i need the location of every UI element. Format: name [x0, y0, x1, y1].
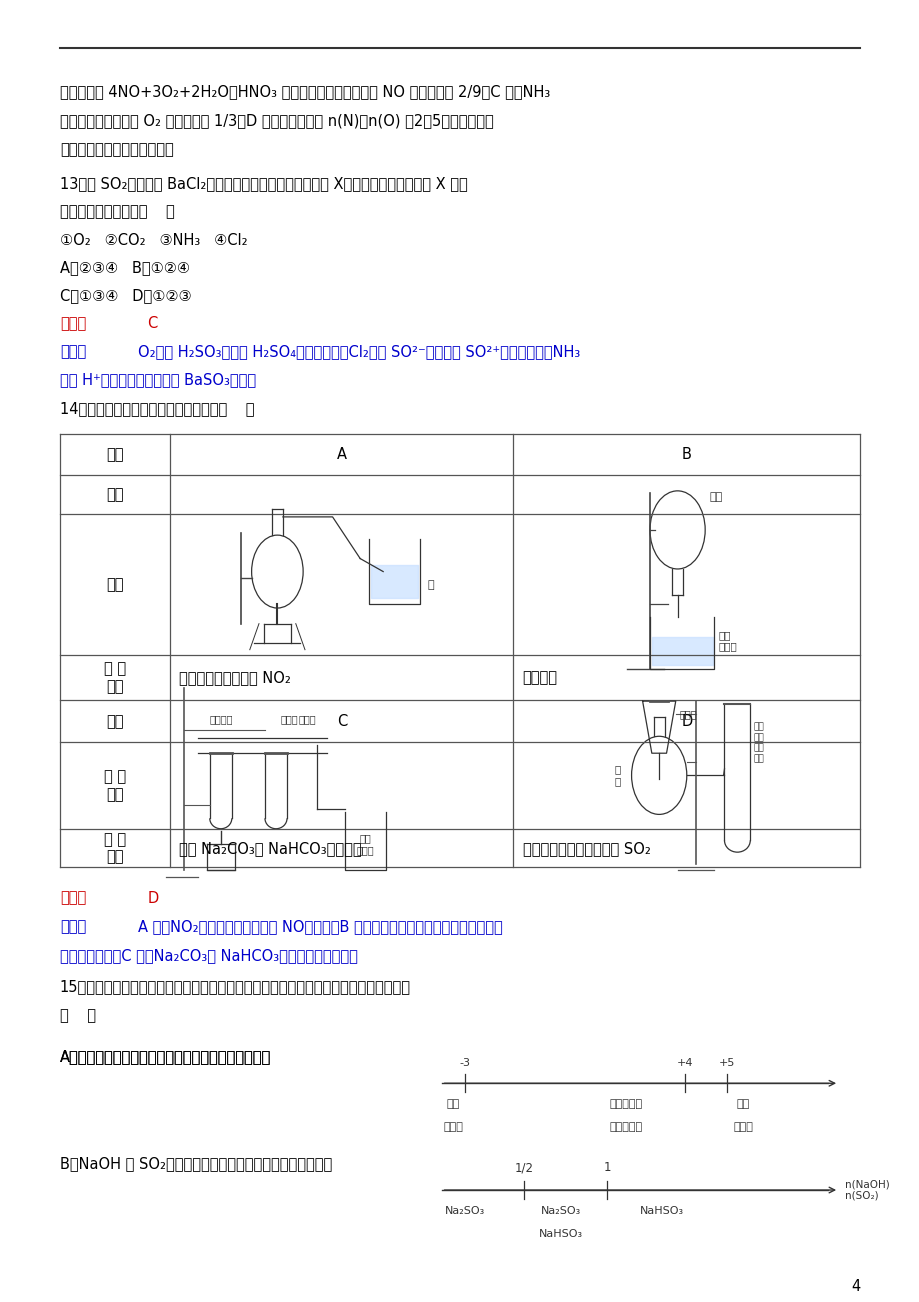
Text: -3: -3: [459, 1057, 470, 1068]
Text: 棉花团: 棉花团: [299, 715, 316, 724]
Text: 4: 4: [850, 1279, 859, 1294]
Text: C．①③④   D．①②③: C．①③④ D．①②③: [60, 288, 191, 303]
Text: 13．将 SO₂气体通入 BaCl₂溶液无沉淀生成。若再通入气体 X，有沉淀生成，则气体 X 可能: 13．将 SO₂气体通入 BaCl₂溶液无沉淀生成。若再通入气体 X，有沉淀生成…: [60, 176, 467, 191]
Text: A: A: [336, 447, 346, 462]
Text: Na₂SO₃: Na₂SO₃: [540, 1206, 581, 1216]
Text: 酸性
高锰
酸钾
溶液: 酸性 高锰 酸钾 溶液: [754, 723, 764, 763]
Text: 14．下述实验方案能达到实验目的的是（    ）: 14．下述实验方案能达到实验目的的是（ ）: [60, 401, 254, 417]
Text: 解析：: 解析：: [60, 344, 86, 359]
Text: D: D: [147, 891, 158, 906]
Text: 1: 1: [603, 1161, 610, 1174]
Text: 编号: 编号: [106, 713, 124, 729]
Text: +5: +5: [718, 1057, 734, 1068]
Text: 全部溶于水，剩余的 O₂ 为原体积的 1/3；D 项，混合气体中 n(N)：n(O) ＝2：5，则最后气体: 全部溶于水，剩余的 O₂ 为原体积的 1/3；D 项，混合气体中 n(N)：n(…: [60, 113, 493, 129]
Text: 1/2: 1/2: [515, 1161, 533, 1174]
Text: 实验: 实验: [106, 487, 124, 503]
Text: 氯气: 氯气: [709, 492, 722, 503]
Text: 解析：: 解析：: [60, 919, 86, 935]
Text: 实 验
目的: 实 验 目的: [104, 661, 126, 694]
Text: A．化合物中氮的化合价与其氧化性、还原性的关系：: A．化合物中氮的化合价与其氧化性、还原性的关系：: [60, 1049, 271, 1065]
Text: （    ）: （ ）: [60, 1008, 96, 1023]
Text: 方案: 方案: [106, 577, 124, 592]
Text: Na₂SO₃: Na₂SO₃: [444, 1206, 484, 1216]
Text: 答案：: 答案：: [60, 316, 86, 332]
Text: B: B: [681, 447, 691, 462]
Text: 是下列四种气体中的（    ）: 是下列四种气体中的（ ）: [60, 204, 175, 220]
Text: +4: +4: [676, 1057, 693, 1068]
Text: 水: 水: [427, 579, 434, 590]
Text: 压强差，错误；C 项，Na₂CO₃和 NaHCO₃的位置颠倒，错误。: 压强差，错误；C 项，Na₂CO₃和 NaHCO₃的位置颠倒，错误。: [60, 948, 357, 963]
Text: 碳酸钠: 碳酸钠: [280, 715, 298, 724]
Text: D: D: [680, 713, 692, 729]
Text: 答案：: 答案：: [60, 891, 86, 906]
Text: A．②③④   B．①②④: A．②③④ B．①②④: [60, 260, 189, 276]
Text: ①O₂   ②CO₂   ③NH₃   ④Cl₂: ①O₂ ②CO₂ ③NH₃ ④Cl₂: [60, 233, 247, 249]
Text: 恰好全部反应，无气体剩余。: 恰好全部反应，无气体剩余。: [60, 142, 174, 158]
Text: C: C: [147, 316, 157, 332]
Text: 项，由反应 4NO+3O₂+2H₂O⏴HNO₃ 可知，充分反应后剩余的 NO 为原体积的 2/9；C 项，NH₃: 项，由反应 4NO+3O₂+2H₂O⏴HNO₃ 可知，充分反应后剩余的 NO 为…: [60, 85, 550, 100]
Text: 澄清
石灰水: 澄清 石灰水: [357, 833, 374, 855]
Text: 还原性: 还原性: [443, 1122, 463, 1133]
Text: A 项，NO₂会和水发生反应生成 NO，错误；B 项，氯气不溶于饱和食盐水，形成不了: A 项，NO₂会和水发生反应生成 NO，错误；B 项，氯气不溶于饱和食盐水，形成…: [138, 919, 502, 935]
Text: 15．在化学学习中使用数轴的表示方法可起到直观、形象的效果，下列表达中不正确的是: 15．在化学学习中使用数轴的表示方法可起到直观、形象的效果，下列表达中不正确的是: [60, 979, 411, 995]
Text: 氧化性: 氧化性: [732, 1122, 753, 1133]
Text: NaHSO₃: NaHSO₃: [539, 1229, 583, 1240]
Text: 能与 H⁺反应而在溶液中生成 BaSO₃沉淀。: 能与 H⁺反应而在溶液中生成 BaSO₃沉淀。: [60, 372, 255, 388]
Text: 铜与浓硝酸反应制取 NO₂: 铜与浓硝酸反应制取 NO₂: [179, 671, 291, 685]
Text: 只有: 只有: [736, 1099, 749, 1109]
Text: NaHSO₃: NaHSO₃: [640, 1206, 684, 1216]
Text: 实 验
目的: 实 验 目的: [104, 832, 126, 865]
Text: 碳酸氢钠: 碳酸氢钠: [209, 715, 233, 724]
Text: 又有还原性: 又有还原性: [608, 1122, 641, 1133]
Text: O₂能将 H₂SO₃氧化成 H₂SO₄而产生沉淀，Cl₂能将 SO²⁻氧化生成 SO²⁺而产生沉淀；NH₃: O₂能将 H₂SO₃氧化成 H₂SO₄而产生沉淀，Cl₂能将 SO²⁻氧化生成 …: [138, 344, 580, 359]
Text: 既有氧化性: 既有氧化性: [608, 1099, 641, 1109]
Text: 蔗
糖: 蔗 糖: [614, 764, 620, 786]
Text: 蔗糖与浓硫酸反应会产生 SO₂: 蔗糖与浓硫酸反应会产生 SO₂: [522, 841, 650, 855]
Text: 只有: 只有: [447, 1099, 460, 1109]
Text: C: C: [336, 713, 346, 729]
Text: n(NaOH)
n(SO₂): n(NaOH) n(SO₂): [844, 1180, 889, 1200]
Text: 比较 Na₂CO₃和 NaHCO₃的稳定性: 比较 Na₂CO₃和 NaHCO₃的稳定性: [179, 841, 362, 855]
Text: B．NaOH 与 SO₂反应时物质的量之比与含硫的产物的关系：: B．NaOH 与 SO₂反应时物质的量之比与含硫的产物的关系：: [60, 1156, 332, 1172]
Text: 浓硫酸: 浓硫酸: [679, 710, 697, 719]
Text: 喷泉实验: 喷泉实验: [522, 671, 557, 685]
Text: 实 验
方案: 实 验 方案: [104, 769, 126, 802]
Text: A．化合物中氮的化合价与其氧化性、还原性的关系：: A．化合物中氮的化合价与其氧化性、还原性的关系：: [60, 1049, 271, 1065]
Text: 饱和
食盐水: 饱和 食盐水: [719, 630, 737, 651]
Text: 编号: 编号: [106, 447, 124, 462]
